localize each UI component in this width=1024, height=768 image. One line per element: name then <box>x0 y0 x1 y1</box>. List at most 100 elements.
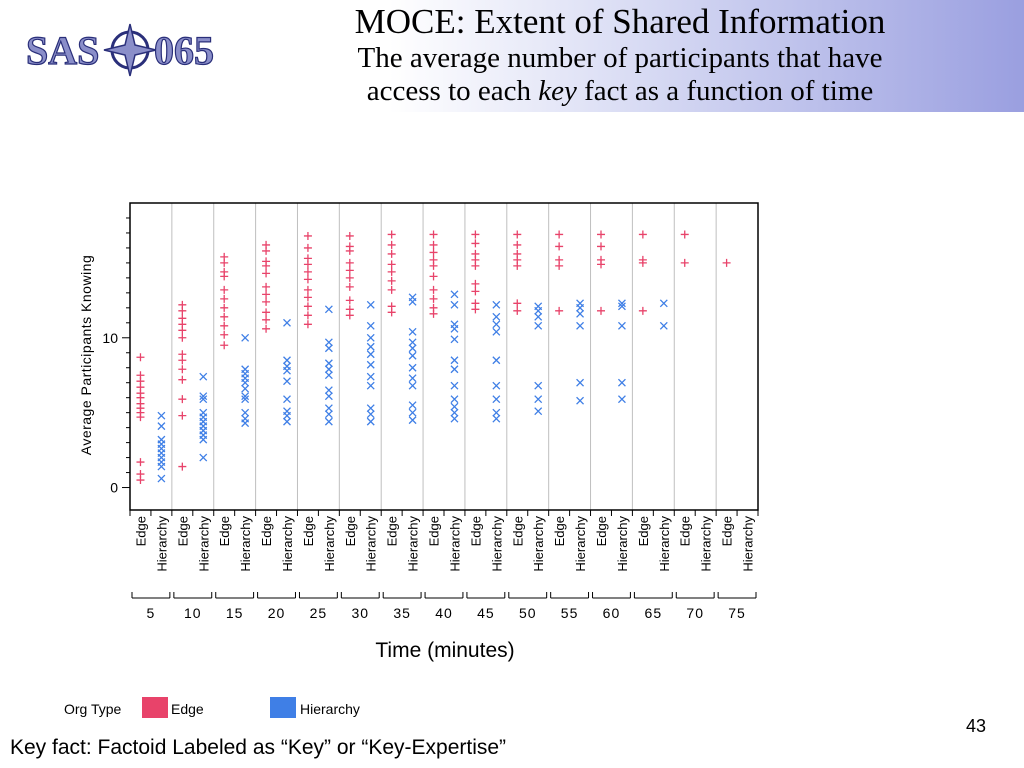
data-point-edge <box>178 365 187 374</box>
time-tick-label: 60 <box>603 605 621 621</box>
data-point-hierarchy <box>492 320 501 329</box>
y-tick-label: 0 <box>110 480 118 496</box>
data-point-edge <box>722 258 731 267</box>
legend-swatch-hierarchy <box>270 697 296 718</box>
group-label-edge: Edge <box>468 516 483 546</box>
data-point-hierarchy <box>492 300 501 309</box>
data-point-edge <box>220 294 229 303</box>
data-point-hierarchy <box>534 302 543 311</box>
data-point-edge <box>387 230 396 239</box>
data-point-hierarchy <box>659 321 668 330</box>
data-point-edge <box>429 248 438 257</box>
data-point-edge <box>345 273 354 282</box>
data-point-edge <box>471 287 480 296</box>
data-point-hierarchy <box>283 377 291 386</box>
time-tick-label: 5 <box>147 605 156 621</box>
data-point-hierarchy <box>199 453 208 462</box>
time-tick-label: 45 <box>477 605 495 621</box>
group-label-hierarchy: Hierarchy <box>741 516 756 572</box>
x-axis-label: Time (minutes) <box>375 639 514 662</box>
group-label-hierarchy: Hierarchy <box>280 516 295 572</box>
data-point-edge <box>513 230 522 239</box>
data-point-hierarchy <box>492 312 501 321</box>
data-point-edge <box>136 470 145 479</box>
data-point-hierarchy <box>366 410 375 419</box>
data-point-edge <box>471 239 480 248</box>
data-point-edge <box>597 255 605 264</box>
group-label-hierarchy: Hierarchy <box>406 516 421 572</box>
data-point-edge <box>136 371 145 380</box>
data-point-hierarchy <box>241 392 250 401</box>
data-point-edge <box>220 312 229 321</box>
group-label-edge: Edge <box>217 516 232 546</box>
group-label-edge: Edge <box>175 516 190 546</box>
data-point-hierarchy <box>324 410 333 419</box>
data-point-hierarchy <box>366 350 375 359</box>
data-point-edge <box>387 240 396 249</box>
data-point-edge <box>220 303 229 312</box>
time-tick-label: 40 <box>435 605 453 621</box>
data-point-edge <box>555 242 564 251</box>
data-point-hierarchy <box>450 356 459 365</box>
time-tick-label: 65 <box>645 605 663 621</box>
data-point-edge <box>429 230 438 239</box>
group-label-hierarchy: Hierarchy <box>154 516 169 572</box>
group-label-hierarchy: Hierarchy <box>657 516 672 572</box>
data-point-edge <box>597 230 605 239</box>
group-label-hierarchy: Hierarchy <box>196 516 211 572</box>
time-tick-label: 75 <box>728 605 746 621</box>
group-label-edge: Edge <box>678 516 693 546</box>
group-label-edge: Edge <box>133 516 148 546</box>
data-point-hierarchy <box>450 408 459 417</box>
group-label-edge: Edge <box>301 516 316 546</box>
data-point-hierarchy <box>534 407 543 416</box>
data-point-hierarchy <box>366 342 375 351</box>
data-point-hierarchy <box>408 408 417 417</box>
data-point-edge <box>303 302 312 311</box>
data-point-edge <box>178 395 187 404</box>
data-point-edge <box>220 285 229 294</box>
data-point-hierarchy <box>199 408 208 417</box>
data-point-hierarchy <box>408 327 417 336</box>
data-point-hierarchy <box>534 312 543 321</box>
data-point-hierarchy <box>617 321 626 330</box>
data-point-edge <box>262 324 271 333</box>
svg-text:065: 065 <box>154 28 214 73</box>
data-point-edge <box>345 266 354 275</box>
legend: Org Type Edge Hierarchy <box>0 697 420 721</box>
data-point-hierarchy <box>659 299 668 308</box>
group-label-hierarchy: Hierarchy <box>238 516 253 572</box>
group-label-edge: Edge <box>385 516 400 546</box>
data-point-edge <box>178 300 187 309</box>
group-label-edge: Edge <box>636 516 651 546</box>
data-point-hierarchy <box>408 381 417 390</box>
slide-title: MOCE: Extent of Shared Information <box>354 2 886 41</box>
legend-title: Org Type <box>64 701 122 717</box>
data-point-edge <box>303 311 312 320</box>
data-point-hierarchy <box>283 395 291 404</box>
data-point-edge <box>303 285 312 294</box>
plot-frame <box>129 202 759 511</box>
data-point-hierarchy <box>324 417 333 426</box>
slide-title-block: MOCE: Extent of Shared Information The a… <box>300 0 940 108</box>
data-point-hierarchy <box>408 293 417 302</box>
data-point-edge <box>303 293 312 302</box>
data-point-edge <box>471 279 480 288</box>
data-point-edge <box>387 260 396 269</box>
data-point-hierarchy <box>450 402 459 411</box>
data-point-hierarchy <box>366 417 375 426</box>
data-point-hierarchy <box>408 351 417 360</box>
data-point-edge <box>597 306 605 315</box>
slide-subtitle-line1: The average number of participants that … <box>357 42 883 74</box>
data-point-edge <box>597 242 605 251</box>
data-point-hierarchy <box>199 372 208 381</box>
data-point-hierarchy <box>324 344 333 353</box>
data-point-edge <box>513 299 522 308</box>
data-point-hierarchy <box>450 290 459 299</box>
data-point-edge <box>513 249 522 258</box>
data-point-edge <box>429 303 438 312</box>
data-point-edge <box>345 258 354 267</box>
y-axis-label: Average Participants Knowing <box>78 255 94 456</box>
data-point-hierarchy <box>576 299 585 308</box>
data-point-edge <box>178 350 187 359</box>
